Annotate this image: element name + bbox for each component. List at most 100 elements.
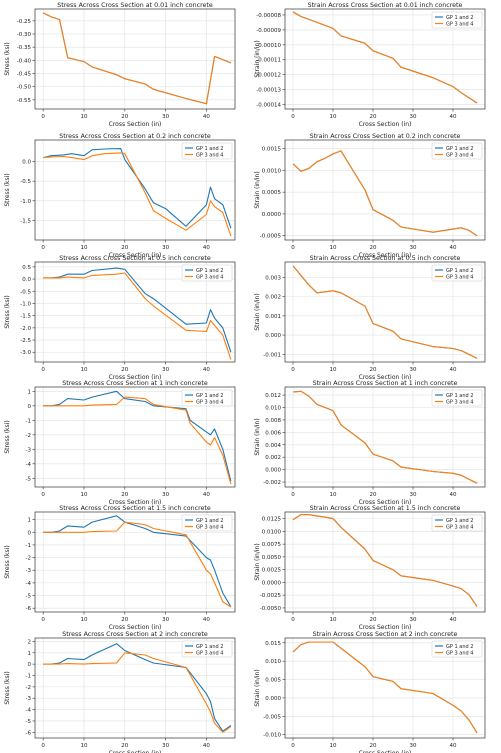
y-tick-label: -2 [26,433,31,439]
y-axis-label: Stress (ksi) [4,295,11,328]
chart-legend: GP 1 and 2GP 3 and 4 [431,11,483,29]
y-tick-label: 0.0125 [262,517,282,523]
x-tick-label: 20 [121,245,128,251]
legend-label: GP 1 and 2 [446,518,473,524]
series-line-gp-3-and-4 [43,521,232,608]
y-tick-label: 0.012 [265,393,281,399]
y-tick-label: -4 [26,581,32,587]
x-tick-label: 20 [121,617,128,623]
x-tick-label: 10 [80,492,87,498]
legend-label: GP 3 and 4 [196,651,223,657]
legend-box [431,142,483,160]
x-tick-label: 40 [203,492,210,498]
y-tick-label: 0 [28,530,32,536]
chart-title: Strain Across Cross Section at 0.5 inch … [310,255,461,262]
x-tick-label: 20 [121,743,128,749]
chart-title: Stress Across Cross Section at 0.2 inch … [59,133,211,140]
x-tick-label: 20 [121,492,128,498]
chart-legend: GP 1 and 2GP 3 and 4 [431,514,483,532]
x-axis-label: Cross Section (in) [109,750,162,753]
y-tick-label: 1 [28,389,32,395]
series-line-gp-3-and-4 [292,514,478,607]
x-axis-label: Cross Section (in) [109,121,162,128]
legend-box [431,640,483,658]
y-tick-label: -0.30 [17,32,32,38]
y-tick-label: -1 [26,543,31,549]
x-axis-label: Cross Section (in) [109,624,162,631]
y-tick-label: 0.004 [265,443,281,449]
x-tick-label: 40 [450,245,457,251]
y-tick-label: 0.0010 [262,168,282,174]
y-axis-label: Strain (in/in) [254,40,261,77]
y-tick-label: 0.0000 [262,212,282,218]
chart-panel-12: Strain Across Cross Section at 2 inch co… [254,631,486,753]
y-tick-label: -0.005 [263,714,281,720]
y-axis-label: Stress (ksi) [4,42,11,75]
chart-panel-3: Stress Across Cross Section at 0.2 inch … [4,133,236,259]
y-tick-label: -0.00011 [256,58,281,64]
y-tick-label: -4 [26,708,32,714]
chart-legend: GP 1 and 2GP 3 and 4 [181,389,233,407]
y-tick-label: -3 [26,568,32,574]
chart-panel-6: Strain Across Cross Section at 0.5 inch … [254,255,486,381]
chart-legend: GP 1 and 2GP 3 and 4 [431,142,483,160]
chart-panel-2: Strain Across Cross Section at 0.01 inch… [254,2,486,128]
x-tick-label: 30 [410,492,417,498]
x-tick-label: 20 [370,245,377,251]
legend-box [431,264,483,282]
x-tick-label: 0 [291,492,295,498]
y-tick-label: 0.0100 [262,529,282,535]
y-tick-label: -2.5 [20,338,31,344]
y-tick-label: -0.001 [263,352,281,358]
x-tick-label: 30 [162,743,169,749]
series-line-gp-1-and-2 [292,150,478,237]
y-tick-label: 0.003 [265,275,281,281]
x-tick-label: 10 [330,367,337,373]
series-line-gp-1-and-2 [43,643,232,732]
x-tick-label: 10 [330,743,337,749]
x-tick-label: 0 [41,617,45,623]
y-tick-label: -0.0025 [260,593,282,599]
chart-panel-9: Stress Across Cross Section at 1.5 inch … [4,505,236,631]
legend-label: GP 3 and 4 [196,400,223,406]
chart-legend: GP 1 and 2GP 3 and 4 [181,514,233,532]
plot-frame [284,386,486,488]
y-tick-label: -2 [26,556,31,562]
chart-legend: GP 1 and 2GP 3 and 4 [431,389,483,407]
x-tick-label: 30 [162,492,169,498]
x-tick-label: 0 [291,617,295,623]
y-axis-label: Strain (in/in) [254,669,261,706]
y-axis-label: Stress (ksi) [4,173,11,206]
y-tick-label: 1 [28,518,32,524]
chart-title: Strain Across Cross Section at 2 inch co… [313,631,458,638]
plot-frame [284,637,486,739]
plot-frame [34,261,236,363]
legend-label: GP 3 and 4 [446,153,473,159]
x-tick-label: 30 [410,245,417,251]
x-tick-label: 10 [330,245,337,251]
y-tick-label: 0.002 [265,455,281,461]
y-tick-label: -0.002 [263,480,281,486]
y-tick-label: -5 [26,594,32,600]
legend-box [181,142,233,160]
series-line-gp-3-and-4 [292,11,478,104]
x-tick-label: 20 [370,743,377,749]
x-tick-label: 0 [41,114,45,120]
y-tick-label: -0.5 [20,289,31,295]
y-tick-label: -1.5 [20,314,31,320]
legend-box [431,389,483,407]
chart-panel-7: Stress Across Cross Section at 1 inch co… [4,380,236,506]
x-tick-label: 20 [121,114,128,120]
y-tick-label: -1 [26,674,31,680]
series-line-gp-3-and-4 [292,390,478,484]
plot-frame [34,386,236,488]
y-tick-label: -6 [26,606,32,612]
plot-frame [34,511,236,613]
chart-legend: GP 1 and 2GP 3 and 4 [181,640,233,658]
y-tick-label: 0.5 [22,265,31,271]
x-tick-label: 10 [80,367,87,373]
y-tick-label: 0.0 [22,160,31,166]
y-tick-label: -0.45 [17,71,32,77]
y-tick-label: 0.0 [22,277,31,283]
chart-panel-8: Strain Across Cross Section at 1 inch co… [254,380,486,506]
